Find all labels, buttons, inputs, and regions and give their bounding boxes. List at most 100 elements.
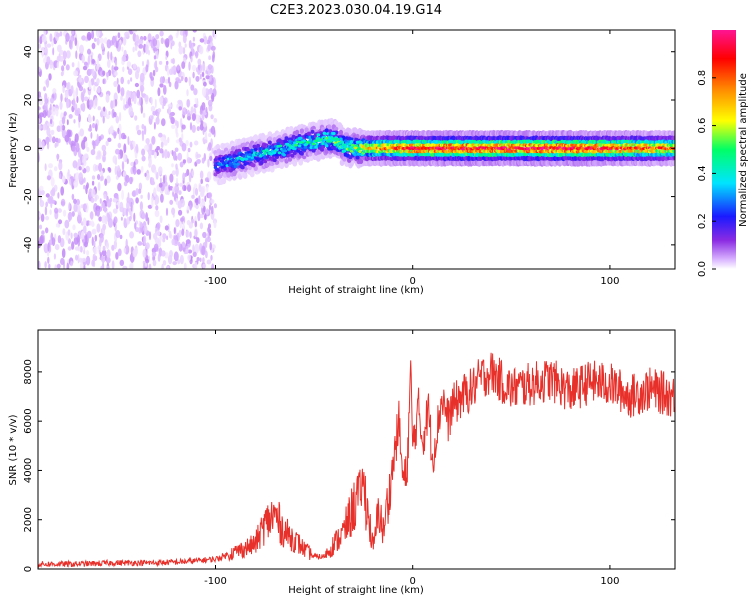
spectrogram-noise-cell	[91, 188, 96, 198]
spectrogram-noise-cell	[194, 220, 198, 228]
spectrogram-noise-cell	[191, 113, 196, 122]
spectrogram-ridge-cell	[359, 141, 363, 145]
spectrogram-noise-cell	[154, 169, 157, 175]
spectrogram-noise-cell	[194, 243, 200, 254]
spectrogram-noise-cell	[165, 55, 168, 60]
spectrogram-noise-cell	[188, 40, 192, 49]
spectrogram-noise-cell	[137, 241, 143, 246]
spectrogram-noise-cell	[131, 93, 134, 102]
spectrogram-ridge-cell	[342, 149, 347, 153]
spectrogram-noise-cell	[83, 96, 89, 102]
spectrogram-ridge-cell	[316, 133, 321, 137]
spectrogram-noise-cell	[98, 162, 103, 172]
spectrogram-noise-cell	[145, 212, 149, 222]
spectrogram-ridge-cell	[326, 124, 332, 130]
spectrogram-noise-cell	[204, 177, 209, 183]
spectrogram-noise-cell	[158, 182, 163, 188]
spectrogram-noise-cell	[142, 60, 144, 67]
spectrogram-noise-cell	[159, 215, 163, 224]
spectrogram-noise-cell	[174, 147, 179, 153]
spectrogram-noise-cell	[42, 123, 48, 131]
spectrogram-heatmap	[38, 30, 675, 269]
spectrogram-noise-cell	[127, 68, 133, 75]
spectrogram-noise-cell	[171, 238, 176, 246]
spectrogram-noise-cell	[192, 244, 195, 253]
spectrogram-noise-cell	[182, 159, 187, 164]
spectrogram-noise-cell	[174, 184, 180, 194]
spectrogram-noise-cell	[153, 121, 156, 130]
spectrogram-ridge-cell	[322, 131, 327, 135]
spectrogram-noise-cell	[121, 55, 127, 62]
spectrogram-noise-cell	[110, 100, 114, 110]
spectrogram-noise-cell	[47, 256, 50, 264]
spectrogram-noise-cell	[118, 130, 122, 141]
spectrogram-noise-cell	[79, 262, 84, 269]
spectrogram-noise-cell	[167, 76, 171, 84]
spectrogram-noise-cell	[192, 186, 195, 197]
spectrogram-noise-cell	[163, 84, 167, 95]
spectrogram-ridge-cell	[242, 172, 248, 179]
spectrogram-noise-cell	[178, 106, 182, 111]
spectrogram-noise-cell	[199, 213, 204, 219]
spectrogram-noise-cell	[162, 237, 166, 243]
spectrogram-noise-cell	[211, 53, 215, 63]
spectrogram-noise-cell	[49, 118, 53, 125]
spectrogram-noise-cell	[197, 64, 201, 70]
spectrogram-noise-cell	[45, 136, 50, 144]
spectrogram-ridge-cell	[324, 144, 329, 148]
spectrogram-noise-cell	[87, 55, 91, 66]
spectrogram-noise-cell	[176, 30, 179, 36]
spectrogram-ridge-cell	[218, 173, 223, 179]
spectrogram-noise-cell	[122, 36, 127, 46]
spectrogram-noise-cell	[178, 229, 182, 238]
spectrogram-noise-cell	[187, 254, 191, 261]
spectrogram-noise-cell	[98, 135, 102, 142]
spectrogram-y-tick-label: -20	[23, 188, 34, 204]
spectrogram-noise-cell	[184, 76, 188, 83]
spectrogram-noise-cell	[157, 253, 161, 262]
spectrogram-noise-cell	[88, 127, 92, 132]
spectrogram-noise-cell	[116, 204, 118, 210]
spectrogram-noise-cell	[159, 30, 164, 37]
spectrogram-noise-cell	[171, 66, 174, 76]
spectrogram-noise-cell	[67, 246, 72, 251]
spectrogram-ridge-cell	[310, 129, 315, 134]
spectrogram-ridge-cell	[311, 142, 316, 146]
spectrogram-noise-cell	[67, 169, 70, 177]
spectrogram-noise-cell	[165, 38, 170, 48]
spectrogram-noise-cell	[59, 55, 64, 62]
spectrogram-noise-cell	[166, 265, 170, 269]
spectrogram-noise-cell	[102, 115, 105, 124]
spectrogram-noise-cell	[92, 246, 98, 255]
spectrogram-noise-cell	[192, 71, 195, 79]
spectrogram-noise-cell	[140, 194, 143, 199]
spectrogram-noise-cell	[196, 126, 200, 132]
spectrogram-noise-cell	[81, 165, 85, 170]
spectrogram-noise-cell	[53, 253, 57, 260]
spectrogram-ridge-cell	[259, 160, 264, 165]
spectrogram-noise-cell	[141, 155, 146, 162]
spectrogram-noise-cell	[191, 124, 196, 133]
spectrogram-noise-cell	[102, 70, 106, 76]
spectrogram-noise-cell	[187, 116, 191, 121]
spectrogram-noise-cell	[191, 64, 197, 72]
spectrogram-noise-cell	[66, 262, 70, 269]
spectrogram-noise-cell	[182, 107, 187, 116]
spectrogram-noise-cell	[74, 133, 79, 143]
spectrogram-noise-cell	[89, 220, 92, 226]
spectrogram-noise-cell	[99, 198, 102, 204]
spectrogram-noise-cell	[114, 60, 118, 67]
spectrogram-noise-cell	[121, 189, 124, 200]
spectrogram-noise-cell	[73, 236, 79, 245]
spectrogram-ridge-cell	[248, 153, 252, 157]
spectrogram-ridge-cell	[287, 148, 291, 151]
spectrogram-noise-cell	[122, 134, 127, 140]
spectrogram-noise-cell	[135, 197, 139, 204]
spectrogram-noise-cell	[159, 96, 164, 104]
spectrogram-noise-cell	[108, 111, 111, 115]
spectrogram-noise-cell	[51, 237, 56, 247]
spectrogram-noise-cell	[117, 153, 121, 160]
spectrogram-noise-cell	[113, 80, 118, 88]
spectrogram-noise-cell	[107, 137, 112, 142]
spectrogram-noise-cell	[79, 153, 83, 163]
